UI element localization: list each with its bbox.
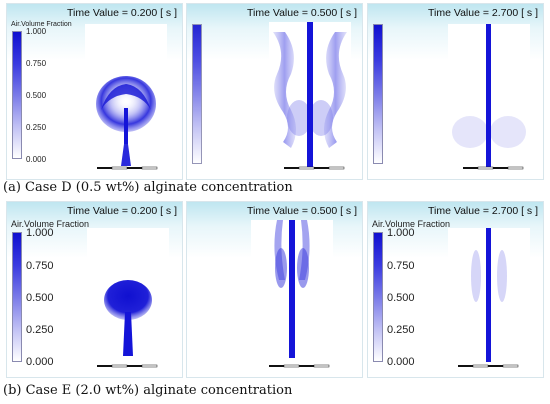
legend-tick: 1.000 — [26, 27, 47, 36]
legend-tick: 0.250 — [26, 123, 47, 132]
colorbar — [192, 24, 202, 164]
panel-b1: Time Value = 0.200 [ s ] Air.Volume Frac… — [6, 201, 183, 378]
caption-row-b: (b) Case E (2.0 wt%) alginate concentrat… — [3, 383, 293, 398]
legend-title: Air.Volume Fraction — [372, 219, 451, 229]
legend-tick: 0.250 — [26, 324, 54, 336]
legend-title: Air.Volume Fraction — [11, 219, 90, 229]
legend-tick: 0.000 — [387, 356, 415, 368]
scale-bar — [97, 166, 158, 170]
time-value-label: Time Value = 0.200 [ s ] — [66, 7, 177, 19]
scale-bar — [284, 166, 345, 170]
bubble-plume — [471, 228, 507, 362]
time-value-label: Time Value = 0.500 [ s ] — [246, 7, 357, 19]
scale-bar — [463, 166, 524, 170]
colorbar — [12, 232, 22, 362]
bubble-plume — [104, 280, 152, 356]
legend-tick: 0.750 — [26, 59, 47, 68]
colorbar — [373, 24, 383, 164]
legend-tick: 0.000 — [26, 155, 47, 164]
colorbar — [373, 232, 383, 362]
panel-a2: Time Value = 0.500 [ s ] — [186, 3, 363, 180]
legend-title: Air.Volume Fraction — [11, 21, 72, 28]
time-value-label: Time Value = 2.700 [ s ] — [427, 7, 538, 19]
legend-tick: 0.750 — [387, 260, 415, 272]
panel-b2: Time Value = 0.500 [ s ] — [186, 201, 363, 378]
legend-tick: 1.000 — [387, 227, 415, 239]
legend-tick: 1.000 — [26, 227, 54, 239]
colorbar — [12, 31, 22, 159]
caption-row-a: (a) Case D (0.5 wt%) alginate concentrat… — [3, 180, 293, 195]
time-value-label: Time Value = 0.200 [ s ] — [66, 205, 177, 217]
time-value-label: Time Value = 2.700 [ s ] — [427, 205, 538, 217]
bubble-plume — [452, 24, 526, 168]
legend-tick: 0.500 — [26, 292, 54, 304]
panel-a3: Time Value = 2.700 [ s ] — [367, 3, 544, 180]
legend-tick: 0.750 — [26, 260, 54, 272]
legend-tick: 0.500 — [26, 91, 47, 100]
legend-tick: 0.500 — [387, 292, 415, 304]
legend-tick: 0.000 — [26, 356, 54, 368]
panel-b3: Time Value = 2.700 [ s ] Air.Volume Frac… — [367, 201, 544, 378]
bubble-plume — [273, 22, 347, 168]
bubble-plume — [96, 76, 156, 166]
bubble-plume — [274, 220, 310, 358]
scale-bar — [269, 364, 330, 368]
legend-tick: 0.250 — [387, 324, 415, 336]
scale-bar — [97, 364, 158, 368]
time-value-label: Time Value = 0.500 [ s ] — [246, 205, 357, 217]
panel-a1: Time Value = 0.200 [ s ] Air.Volume Frac… — [6, 3, 183, 180]
scale-bar — [458, 364, 519, 368]
